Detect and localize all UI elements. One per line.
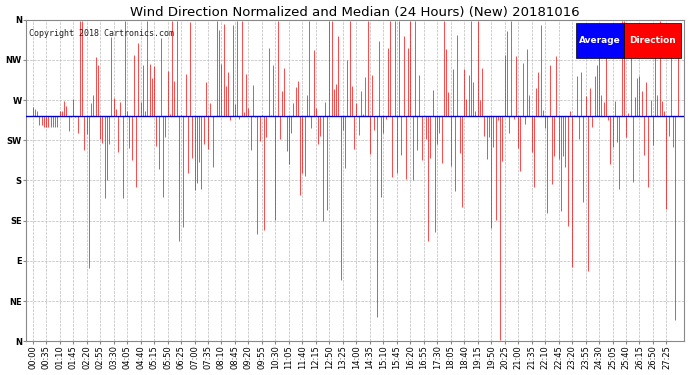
Text: Direction: Direction (629, 36, 676, 45)
Text: Copyright 2018 Cartronics.com: Copyright 2018 Cartronics.com (29, 29, 175, 38)
FancyBboxPatch shape (575, 23, 624, 58)
Text: Average: Average (579, 36, 621, 45)
Title: Wind Direction Normalized and Median (24 Hours) (New) 20181016: Wind Direction Normalized and Median (24… (130, 6, 580, 18)
FancyBboxPatch shape (624, 23, 681, 58)
